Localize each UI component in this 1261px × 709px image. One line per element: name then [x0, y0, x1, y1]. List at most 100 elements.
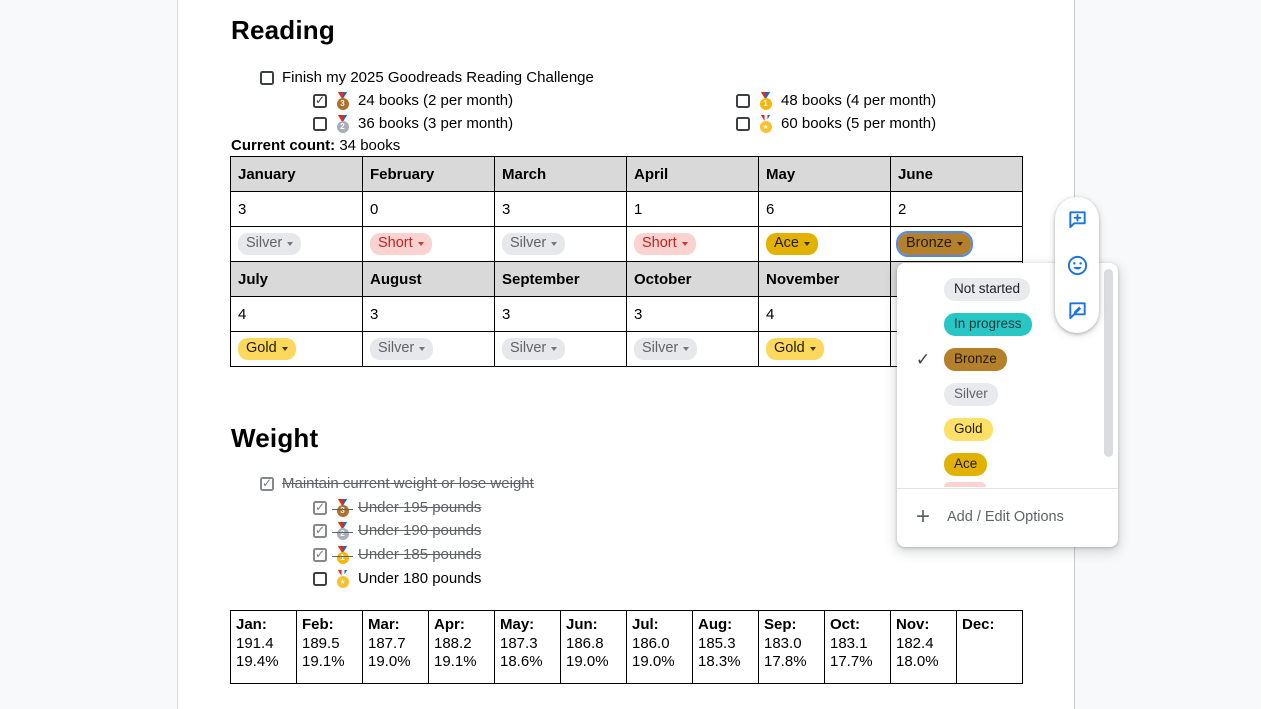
table-row-months-1: January February March April May June — [230, 156, 1023, 192]
checkbox-unchecked[interactable] — [260, 70, 274, 85]
option-pill: Gold — [944, 418, 993, 441]
floating-action-toolbar — [1055, 197, 1099, 333]
table-row-chips-1: Silver Short Silver Short Ace Bronze — [230, 226, 1023, 262]
status-chip-dropdown[interactable]: Gold — [766, 338, 824, 360]
weight-goal-195: Under 195 pounds — [313, 497, 481, 518]
checkbox-checked[interactable] — [313, 93, 327, 108]
weight-value: 183.0 — [764, 634, 802, 652]
weight-value: 182.4 — [896, 634, 934, 652]
dropdown-option-not-started[interactable]: Not started — [897, 272, 1118, 307]
status-chip-dropdown-selected[interactable]: Bronze — [896, 231, 973, 257]
book-count-cell: 6 — [758, 191, 891, 227]
reading-goal-36: 36 books (3 per month) — [313, 113, 513, 134]
sports-medal-icon — [335, 569, 350, 588]
month-header: May — [758, 156, 891, 192]
weight-cell: Sep: 183.0 17.8% — [758, 610, 825, 684]
dropdown-option-ace[interactable]: Ace — [897, 447, 1118, 482]
book-count-cell: 3 — [494, 191, 627, 227]
gold-medal-icon — [332, 545, 353, 564]
current-count-label: Current count: — [231, 137, 336, 154]
weight-cell: Oct: 183.1 17.7% — [824, 610, 891, 684]
table-row-chips-2: Gold Silver Silver Silver Gold — [230, 331, 1023, 367]
bodyfat-value: 19.1% — [302, 653, 345, 670]
gold-medal-icon — [758, 91, 773, 110]
option-pill: In progress — [944, 313, 1032, 336]
weight-month: Jun: — [566, 616, 598, 633]
weight-month: Sep: — [764, 616, 797, 633]
status-chip-dropdown[interactable]: Silver — [370, 338, 434, 360]
weight-cell: Feb: 189.5 19.1% — [296, 610, 363, 684]
weight-main-goal-row: Maintain current weight or lose weight — [260, 473, 534, 494]
current-count-value: 34 books — [335, 137, 401, 154]
reading-goal-24: 24 books (2 per month) — [313, 90, 513, 111]
weight-value: 189.5 — [302, 634, 340, 652]
weight-cell: Mar: 187.7 19.0% — [362, 610, 429, 684]
checkbox-unchecked[interactable] — [736, 116, 750, 131]
dropdown-options-list: Not started In progress ✓ Bronze Silver … — [897, 263, 1118, 488]
bodyfat-value: 17.7% — [830, 653, 873, 670]
status-chip-dropdown[interactable]: Short — [634, 233, 696, 255]
current-count: Current count: 34 books — [231, 137, 400, 154]
goal-label: 60 books (5 per month) — [781, 115, 937, 132]
goal-label: 48 books (4 per month) — [781, 92, 937, 109]
status-chip-dropdown[interactable]: Gold — [238, 338, 296, 360]
goal-label: Under 185 pounds — [358, 546, 482, 563]
bodyfat-value: 19.0% — [632, 653, 675, 670]
bodyfat-value: 18.0% — [896, 653, 939, 670]
status-chip-dropdown[interactable]: Silver — [502, 233, 566, 255]
weight-month: Oct: — [830, 616, 860, 633]
book-count-cell: 4 — [230, 296, 363, 332]
status-chip-dropdown[interactable]: Ace — [766, 233, 818, 255]
checkbox-unchecked[interactable] — [736, 93, 750, 108]
dropdown-scrollbar[interactable] — [1104, 269, 1113, 457]
goal-label: 24 books (2 per month) — [358, 92, 514, 109]
weight-cell: Jun: 186.8 19.0% — [560, 610, 627, 684]
table-row-counts-1: 3 0 3 1 6 2 — [230, 191, 1023, 227]
checkbox-unchecked[interactable] — [313, 571, 327, 586]
weight-cell: Jul: 186.0 19.0% — [626, 610, 693, 684]
book-count-cell: 3 — [494, 296, 627, 332]
dropdown-option-silver[interactable]: Silver — [897, 377, 1118, 412]
month-header: April — [626, 156, 759, 192]
bodyfat-value: 18.6% — [500, 653, 543, 670]
status-chip-dropdown[interactable]: Silver — [502, 338, 566, 360]
checkbox-checked[interactable] — [313, 523, 327, 538]
weight-value: 187.7 — [368, 634, 406, 652]
status-chip-dropdown[interactable]: Silver — [238, 233, 302, 255]
option-pill: Not started — [944, 278, 1031, 301]
dropdown-divider — [897, 488, 1118, 489]
emoji-reaction-icon[interactable] — [1066, 254, 1089, 277]
status-chip-dropdown[interactable]: Short — [370, 233, 432, 255]
checkbox-checked[interactable] — [260, 476, 274, 491]
weight-month: Nov: — [896, 616, 930, 633]
option-pill: Silver — [944, 383, 998, 406]
weight-value: 187.3 — [500, 634, 538, 652]
suggest-edits-icon[interactable] — [1066, 299, 1089, 322]
goal-label: Under 190 pounds — [358, 522, 482, 539]
weight-value: 191.4 — [236, 634, 274, 652]
add-comment-icon[interactable] — [1066, 208, 1089, 231]
status-chip-dropdown[interactable]: Silver — [634, 338, 698, 360]
dropdown-option-in-progress[interactable]: In progress — [897, 307, 1118, 342]
month-header: February — [362, 156, 495, 192]
silver-medal-icon — [332, 521, 353, 540]
dropdown-option-bronze[interactable]: ✓ Bronze — [897, 342, 1118, 377]
checkbox-checked[interactable] — [313, 500, 327, 515]
dropdown-option-gold[interactable]: Gold — [897, 412, 1118, 447]
weight-month: Dec: — [962, 616, 995, 633]
add-edit-options-button[interactable]: + Add / Edit Options — [897, 489, 1118, 545]
month-header: July — [230, 261, 363, 297]
book-count-cell: 1 — [626, 191, 759, 227]
weight-cell: May: 187.3 18.6% — [494, 610, 561, 684]
bronze-medal-icon — [335, 91, 350, 110]
reading-heading: Reading — [231, 15, 335, 45]
weight-cell: Dec: — [956, 610, 1023, 684]
bodyfat-value: 19.0% — [368, 653, 411, 670]
weight-goal-190: Under 190 pounds — [313, 520, 481, 541]
weight-month: Jan: — [236, 616, 267, 633]
checkbox-checked[interactable] — [313, 547, 327, 562]
weight-value: 186.8 — [566, 634, 604, 652]
checkbox-unchecked[interactable] — [313, 116, 327, 131]
table-row: Jan: 191.4 19.4% Feb: 189.5 19.1% Mar: 187.7 1… — [230, 610, 1023, 684]
